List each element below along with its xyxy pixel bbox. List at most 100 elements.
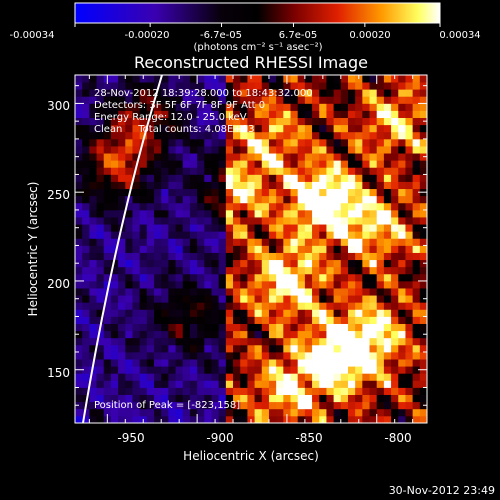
heatmap-cell — [154, 89, 162, 97]
heatmap-cell — [211, 252, 220, 261]
heatmap-cell — [161, 167, 169, 175]
heatmap-cell — [204, 380, 212, 388]
heatmap-cell — [225, 288, 234, 296]
heatmap-cell — [362, 96, 370, 104]
heatmap-cell — [146, 323, 155, 332]
heatmap-cell — [247, 302, 255, 310]
heatmap-cell — [283, 131, 291, 140]
heatmap-cell — [161, 309, 169, 317]
heatmap-cell — [312, 252, 320, 261]
heatmap-cell — [82, 202, 90, 211]
heatmap-cell — [240, 280, 248, 289]
heatmap-cell — [376, 160, 385, 168]
heatmap-cell — [82, 323, 90, 332]
heatmap-cell — [125, 330, 133, 339]
heatmap-cell — [132, 110, 141, 119]
heatmap-cell — [204, 124, 212, 133]
x-axis-title: Heliocentric X (arcsec) — [183, 449, 319, 463]
heatmap-cell — [154, 231, 162, 239]
heatmap-cell — [146, 302, 155, 310]
heatmap-cell — [103, 238, 112, 246]
heatmap-cell — [146, 288, 155, 296]
heatmap-cell — [369, 302, 378, 310]
heatmap-cell — [419, 351, 427, 360]
heatmap-cell — [276, 117, 284, 126]
heatmap-cell — [419, 96, 427, 104]
heatmap-cell — [333, 138, 342, 147]
heatmap-cell — [204, 103, 212, 111]
heatmap-cell — [261, 188, 270, 197]
heatmap-cell — [398, 217, 406, 225]
heatmap-cell — [118, 259, 126, 268]
heatmap-cell — [261, 238, 270, 246]
heatmap-cell — [197, 231, 205, 239]
heatmap-cell — [290, 217, 299, 225]
heatmap-cell — [233, 344, 241, 353]
heatmap-cell — [225, 160, 234, 168]
heatmap-cell — [125, 316, 133, 324]
heatmap-cell — [362, 174, 370, 182]
heatmap-cell — [398, 138, 406, 147]
heatmap-cell — [225, 351, 234, 360]
heatmap-cell — [319, 131, 327, 140]
heatmap-cell — [168, 110, 176, 119]
heatmap-cell — [132, 217, 141, 225]
heatmap-cell — [412, 373, 421, 381]
heatmap-cell — [391, 82, 399, 90]
heatmap-cell — [355, 146, 363, 154]
heatmap-cell — [211, 344, 220, 353]
heatmap-cell — [383, 366, 392, 374]
heatmap-cell — [268, 181, 277, 190]
heatmap-cell — [326, 75, 335, 83]
heatmap-cell — [182, 288, 191, 296]
heatmap-cell — [197, 110, 205, 119]
heatmap-cell — [96, 351, 105, 360]
heatmap-cell — [82, 138, 90, 147]
heatmap-cell — [182, 238, 191, 246]
heatmap-cell — [369, 351, 378, 360]
heatmap-cell — [82, 160, 90, 168]
heatmap-cell — [369, 89, 378, 97]
heatmap-cell — [319, 394, 327, 403]
heatmap-cell — [161, 174, 169, 182]
heatmap-cell — [254, 359, 263, 367]
heatmap-cell — [89, 266, 97, 275]
heatmap-cell — [419, 146, 427, 154]
heatmap-cell — [139, 295, 148, 303]
heatmap-cell — [211, 359, 220, 367]
heatmap-cell — [110, 259, 119, 268]
heatmap-cell — [247, 103, 255, 111]
heatmap-cell — [240, 273, 248, 282]
heatmap-cell — [146, 316, 155, 324]
heatmap-cell — [161, 330, 169, 339]
heatmap-cell — [182, 337, 191, 346]
heatmap-cell — [154, 273, 162, 282]
heatmap-cell — [369, 202, 378, 211]
heatmap-cell — [355, 202, 363, 211]
heatmap-cell — [125, 124, 133, 133]
heatmap-cell — [204, 238, 212, 246]
heatmap-cell — [118, 181, 126, 190]
heatmap-cell — [96, 160, 105, 168]
heatmap-cell — [240, 238, 248, 246]
heatmap-cell — [405, 181, 414, 190]
heatmap-cell — [247, 195, 255, 204]
heatmap-cell — [82, 167, 90, 175]
heatmap-cell — [412, 238, 421, 246]
heatmap-cell — [125, 209, 133, 218]
heatmap-cell — [290, 351, 299, 360]
heatmap-cell — [89, 252, 97, 261]
heatmap-cell — [89, 380, 97, 388]
heatmap-cell — [276, 231, 284, 239]
heatmap-cell — [132, 231, 141, 239]
heatmap-cell — [347, 202, 356, 211]
heatmap-cell — [110, 117, 119, 126]
heatmap-cell — [369, 380, 378, 388]
heatmap-cell — [261, 174, 270, 182]
heatmap-cell — [340, 259, 349, 268]
heatmap-cell — [233, 387, 241, 395]
heatmap-cell — [75, 245, 83, 253]
heatmap-cell — [304, 401, 313, 410]
heatmap-cell — [347, 103, 356, 111]
heatmap-cell — [405, 302, 414, 310]
